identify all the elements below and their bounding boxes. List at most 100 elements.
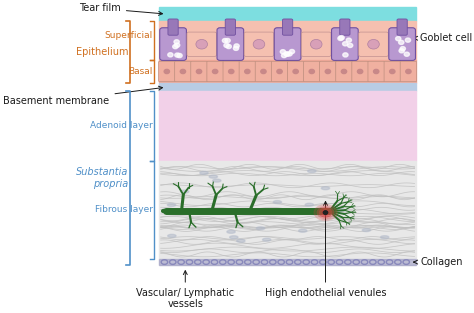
Circle shape <box>168 53 173 57</box>
FancyBboxPatch shape <box>283 19 293 35</box>
FancyBboxPatch shape <box>301 32 331 56</box>
Text: Substantia
propria: Substantia propria <box>76 167 128 189</box>
Circle shape <box>404 52 410 56</box>
Circle shape <box>341 69 346 74</box>
FancyBboxPatch shape <box>191 61 207 82</box>
Ellipse shape <box>181 190 189 193</box>
FancyBboxPatch shape <box>217 28 244 60</box>
Ellipse shape <box>368 39 379 49</box>
Circle shape <box>405 38 410 42</box>
Circle shape <box>374 69 379 74</box>
Circle shape <box>343 42 348 46</box>
Circle shape <box>177 54 182 58</box>
Circle shape <box>196 69 201 74</box>
Circle shape <box>164 69 170 74</box>
Circle shape <box>399 40 404 44</box>
Circle shape <box>228 69 234 74</box>
FancyBboxPatch shape <box>274 28 301 60</box>
Bar <box>159 59 417 83</box>
FancyBboxPatch shape <box>255 61 272 82</box>
Bar <box>159 7 417 21</box>
Ellipse shape <box>167 203 176 206</box>
Ellipse shape <box>209 175 218 178</box>
Circle shape <box>289 49 294 54</box>
Circle shape <box>285 52 290 56</box>
Circle shape <box>175 53 180 57</box>
Bar <box>159 83 417 91</box>
Circle shape <box>339 36 344 40</box>
Circle shape <box>347 43 353 48</box>
Circle shape <box>234 44 239 48</box>
Circle shape <box>222 38 228 43</box>
Ellipse shape <box>163 208 171 212</box>
FancyBboxPatch shape <box>397 19 407 35</box>
Ellipse shape <box>362 228 371 232</box>
Circle shape <box>173 44 178 49</box>
FancyBboxPatch shape <box>159 61 175 82</box>
Ellipse shape <box>213 179 221 182</box>
FancyBboxPatch shape <box>244 32 274 56</box>
FancyBboxPatch shape <box>287 61 304 82</box>
Text: Collagen: Collagen <box>414 257 463 267</box>
Circle shape <box>261 69 266 74</box>
Circle shape <box>224 43 229 48</box>
FancyBboxPatch shape <box>384 61 401 82</box>
FancyBboxPatch shape <box>352 61 368 82</box>
Circle shape <box>396 37 401 41</box>
Ellipse shape <box>321 187 329 190</box>
Circle shape <box>226 44 231 49</box>
Circle shape <box>309 69 314 74</box>
Bar <box>159 161 417 265</box>
Circle shape <box>233 46 238 50</box>
FancyBboxPatch shape <box>175 61 191 82</box>
Circle shape <box>282 54 287 58</box>
Ellipse shape <box>196 39 208 49</box>
Circle shape <box>287 52 292 56</box>
Text: Basement membrane: Basement membrane <box>3 86 163 106</box>
Ellipse shape <box>305 203 313 206</box>
Circle shape <box>406 69 411 74</box>
Circle shape <box>277 69 282 74</box>
Ellipse shape <box>263 238 271 241</box>
Ellipse shape <box>310 39 322 49</box>
Circle shape <box>245 69 250 74</box>
Text: Tear film: Tear film <box>79 3 163 15</box>
Ellipse shape <box>237 239 245 242</box>
Text: Epithelium: Epithelium <box>76 47 128 57</box>
FancyBboxPatch shape <box>336 61 352 82</box>
FancyBboxPatch shape <box>368 61 384 82</box>
Circle shape <box>293 69 298 74</box>
Text: Superficial: Superficial <box>104 31 153 40</box>
Text: Basal: Basal <box>128 67 153 76</box>
Bar <box>159 91 417 161</box>
Circle shape <box>174 40 179 44</box>
Circle shape <box>357 69 363 74</box>
FancyBboxPatch shape <box>319 61 336 82</box>
Circle shape <box>338 36 343 40</box>
FancyBboxPatch shape <box>168 19 178 35</box>
FancyBboxPatch shape <box>303 61 320 82</box>
Ellipse shape <box>230 236 238 239</box>
Ellipse shape <box>381 236 389 239</box>
FancyBboxPatch shape <box>331 28 358 60</box>
Circle shape <box>174 43 180 47</box>
Text: Goblet cell: Goblet cell <box>414 33 473 43</box>
Circle shape <box>343 53 348 57</box>
Circle shape <box>212 69 218 74</box>
Circle shape <box>284 52 289 56</box>
Circle shape <box>399 49 404 53</box>
Ellipse shape <box>273 201 282 203</box>
Circle shape <box>180 69 185 74</box>
FancyBboxPatch shape <box>225 19 236 35</box>
Text: Vascular/ Lymphatic
vessels: Vascular/ Lymphatic vessels <box>136 271 234 309</box>
FancyBboxPatch shape <box>160 28 186 60</box>
FancyBboxPatch shape <box>207 61 223 82</box>
Ellipse shape <box>168 234 176 237</box>
FancyBboxPatch shape <box>187 32 217 56</box>
Circle shape <box>325 69 330 74</box>
FancyBboxPatch shape <box>389 28 416 60</box>
Bar <box>159 21 417 59</box>
Ellipse shape <box>299 229 307 232</box>
Text: Fibrous layer: Fibrous layer <box>95 205 153 214</box>
Ellipse shape <box>200 172 208 174</box>
